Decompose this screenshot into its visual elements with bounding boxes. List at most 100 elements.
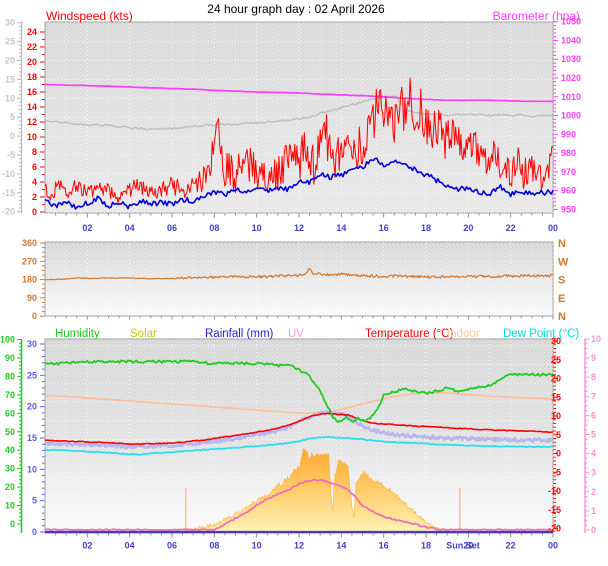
tick-label: -10 bbox=[548, 486, 561, 496]
tick-label: 1030 bbox=[561, 54, 581, 64]
x-axis-label: 02 bbox=[82, 541, 92, 551]
x-axis-label: 00 bbox=[548, 223, 558, 233]
tick-label: 0 bbox=[32, 311, 37, 321]
compass-letter: N bbox=[558, 238, 566, 250]
windspeed-average-series bbox=[44, 157, 554, 210]
windspeed-gust-series bbox=[44, 77, 554, 204]
tick-label: 0 bbox=[556, 449, 561, 459]
tick-label: 1010 bbox=[561, 92, 581, 102]
wind-direction-series bbox=[44, 267, 554, 281]
tick-label: 970 bbox=[561, 167, 576, 177]
tick-label: 90 bbox=[27, 293, 37, 303]
tick-label: -15 bbox=[548, 505, 561, 515]
humidity-series bbox=[44, 359, 554, 423]
x-axis-label: 22 bbox=[506, 223, 516, 233]
legend-rainfall-mm-: Rainfall (mm) bbox=[205, 328, 274, 340]
axis-tick-labels: 302520151050-5-10-15-2024222018161412108… bbox=[0, 17, 601, 551]
x-axis-label: 06 bbox=[167, 223, 177, 233]
tick-label: 1 bbox=[591, 506, 596, 516]
dew-point-series bbox=[44, 436, 554, 456]
x-axis-label: 22 bbox=[506, 541, 516, 551]
x-axis-label: 16 bbox=[379, 223, 389, 233]
tick-label: 1050 bbox=[561, 17, 581, 27]
climate-series bbox=[44, 359, 555, 534]
x-axis-label: 12 bbox=[294, 223, 304, 233]
tick-label: 30 bbox=[5, 464, 15, 474]
tick-label: 18 bbox=[27, 72, 37, 82]
compass-letter: S bbox=[558, 275, 565, 287]
legend-temperature-c-: Temperature (°C) bbox=[365, 328, 453, 340]
gray-unlabeled-series bbox=[44, 95, 554, 131]
tick-label: 10 bbox=[27, 132, 37, 142]
tick-label: 24 bbox=[27, 27, 37, 37]
x-axis-label: 14 bbox=[336, 541, 346, 551]
x-axis-label: 08 bbox=[209, 541, 219, 551]
tick-label: 20 bbox=[27, 57, 37, 67]
legend-humidity: Humidity bbox=[55, 328, 100, 340]
tick-label: 60 bbox=[5, 408, 15, 418]
tick-label: 2 bbox=[32, 192, 37, 202]
axes-and-ticks bbox=[17, 21, 590, 538]
indoor-series bbox=[44, 391, 554, 415]
tick-label: 1020 bbox=[561, 73, 581, 83]
barometer-axis-label: Barometer (hpa) bbox=[493, 9, 580, 23]
tick-label: 980 bbox=[561, 148, 576, 158]
tick-label: 7 bbox=[591, 391, 596, 401]
legend-uv: UV bbox=[288, 328, 304, 340]
windspeed-barometer-series bbox=[44, 77, 554, 210]
tick-label: 10 bbox=[27, 464, 37, 474]
x-axis-label: 04 bbox=[125, 541, 135, 551]
tick-label: 8 bbox=[32, 147, 37, 157]
tick-label: 12 bbox=[27, 117, 37, 127]
tick-label: -5 bbox=[553, 467, 561, 477]
x-axis-label: 18 bbox=[421, 541, 431, 551]
tick-label: -5 bbox=[7, 150, 15, 160]
tick-label: 25 bbox=[551, 355, 561, 365]
legend-solar: Solar bbox=[130, 328, 157, 340]
x-axis-label: 16 bbox=[379, 541, 389, 551]
tick-label: -20 bbox=[548, 524, 561, 534]
tick-label: 15 bbox=[5, 74, 15, 84]
tick-label: 10 bbox=[551, 411, 561, 421]
tick-label: 15 bbox=[27, 433, 37, 443]
compass-letter: W bbox=[558, 256, 569, 268]
x-axis-label: 20 bbox=[463, 541, 473, 551]
tick-label: 3 bbox=[591, 468, 596, 478]
legend-indoor: Indoor bbox=[447, 328, 480, 340]
tick-label: 10 bbox=[5, 501, 15, 511]
tick-label: 5 bbox=[591, 430, 596, 440]
tick-label: 15 bbox=[551, 392, 561, 402]
sunset-label: Sun Set bbox=[446, 541, 480, 551]
x-axis-label: 08 bbox=[209, 223, 219, 233]
x-axis-label: 04 bbox=[125, 223, 135, 233]
x-axis-label: 00 bbox=[548, 541, 558, 551]
tick-label: 70 bbox=[5, 390, 15, 400]
tick-label: 360 bbox=[22, 238, 37, 248]
tick-label: 30 bbox=[551, 336, 561, 346]
tick-label: 50 bbox=[5, 427, 15, 437]
tick-label: 0 bbox=[32, 207, 37, 217]
page-title: 24 hour graph day : 02 April 2026 bbox=[207, 2, 385, 16]
tick-label: 6 bbox=[591, 410, 596, 420]
compass-letter: E bbox=[558, 293, 565, 305]
x-axis-label: 10 bbox=[252, 541, 262, 551]
tick-label: 0 bbox=[32, 527, 37, 537]
tick-label: 8 bbox=[591, 372, 596, 382]
x-axis-label: 12 bbox=[294, 541, 304, 551]
x-axis-label: 02 bbox=[82, 223, 92, 233]
x-axis-label: 14 bbox=[336, 223, 346, 233]
tick-label: 10 bbox=[5, 93, 15, 103]
x-axis-label: 20 bbox=[463, 223, 473, 233]
tick-label: 1040 bbox=[561, 35, 581, 45]
x-axis-label: 06 bbox=[167, 541, 177, 551]
tick-label: 10 bbox=[591, 334, 601, 344]
tick-label: 6 bbox=[32, 162, 37, 172]
windspeed-axis-label: Windspeed (kts) bbox=[46, 9, 133, 23]
tick-label: 30 bbox=[5, 18, 15, 28]
wind-direction-series bbox=[44, 267, 554, 281]
tick-label: 0 bbox=[10, 519, 15, 529]
tick-label: 180 bbox=[22, 275, 37, 285]
tick-label: 5 bbox=[10, 112, 15, 122]
